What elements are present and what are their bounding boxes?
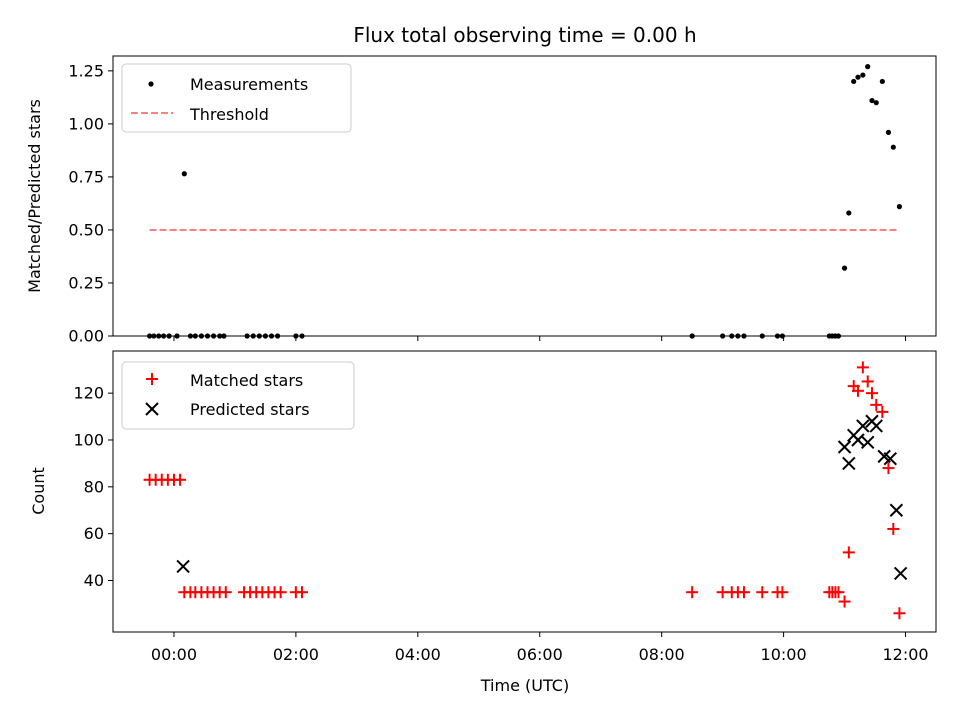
y-tick-label: 1.00 xyxy=(68,114,104,133)
y-tick-label: 100 xyxy=(73,430,104,449)
y-tick-label: 0.75 xyxy=(68,167,104,186)
matched-point xyxy=(832,586,845,599)
predicted-point xyxy=(856,419,870,433)
matched-point xyxy=(756,586,769,599)
predicted-point xyxy=(889,503,904,517)
matched-point xyxy=(882,462,895,475)
legend-marker-predicted xyxy=(145,402,159,416)
legend-label-matched: Matched stars xyxy=(190,371,303,390)
measurement-point xyxy=(896,204,903,210)
x-tick-label: 04:00 xyxy=(395,645,441,664)
matched-point xyxy=(851,384,864,397)
predicted-point xyxy=(851,433,865,447)
panel-flux-ratio: Flux total observing time = 0.00 h Match… xyxy=(25,23,937,346)
matched-point xyxy=(861,375,874,388)
legend-label-predicted: Predicted stars xyxy=(190,400,310,419)
y-axis-label-ratio: Matched/Predicted stars xyxy=(25,99,44,293)
predicted-stars-series xyxy=(176,414,908,581)
y-tick-label: 0.00 xyxy=(68,327,104,346)
legend-marker-measurements xyxy=(148,81,154,87)
measurement-point xyxy=(860,72,866,78)
plot-frame-bottom xyxy=(112,350,937,633)
legend-bottom: Matched stars Predicted stars xyxy=(121,361,355,430)
matched-point xyxy=(842,546,855,559)
measurement-point xyxy=(890,144,896,150)
y-tick-label: 1.25 xyxy=(68,61,104,80)
measurement-point xyxy=(885,129,892,135)
matched-point xyxy=(295,586,308,599)
matched-point xyxy=(865,387,878,400)
predicted-point xyxy=(869,419,883,433)
y-tick-label: 120 xyxy=(73,384,104,403)
measurement-point xyxy=(181,171,187,177)
matched-point xyxy=(838,595,851,608)
y-tick-label: 60 xyxy=(84,524,104,543)
matched-point xyxy=(274,586,287,599)
legend-top: Measurements Threshold xyxy=(121,63,352,133)
matched-point xyxy=(856,361,869,374)
matched-point xyxy=(686,586,699,599)
y-axis-ticks-ratio: 0.00 0.25 0.50 0.75 1.00 1.25 xyxy=(68,61,113,346)
y-tick-label: 0.50 xyxy=(68,220,104,239)
x-axis-ticks-time: 00:00 02:00 04:00 06:00 08:00 10:00 12:00 xyxy=(151,632,929,664)
matched-stars-series xyxy=(143,361,906,620)
y-tick-label: 40 xyxy=(84,571,104,590)
legend-box-bottom xyxy=(121,361,355,430)
measurement-point xyxy=(855,74,861,80)
matched-point xyxy=(737,586,750,599)
x-tick-label: 10:00 xyxy=(761,645,807,664)
matched-point xyxy=(219,586,232,599)
measurement-point xyxy=(841,265,848,271)
plot-frame-top xyxy=(112,55,937,337)
predicted-point xyxy=(837,440,852,454)
legend-box-top xyxy=(121,63,352,133)
x-tick-label: 06:00 xyxy=(517,645,563,664)
x-axis-ticks-top xyxy=(173,336,907,341)
predicted-point xyxy=(842,456,856,471)
legend-label-threshold: Threshold xyxy=(189,105,269,124)
matched-point xyxy=(776,586,789,599)
measurement-point xyxy=(865,64,871,70)
measurement-point xyxy=(869,97,875,104)
predicted-point xyxy=(893,566,908,581)
x-tick-label: 02:00 xyxy=(273,645,319,664)
y-tick-label: 0.25 xyxy=(68,273,104,292)
x-tick-label: 00:00 xyxy=(151,645,197,664)
x-axis-label-time: Time (UTC) xyxy=(480,676,569,695)
legend-marker-matched xyxy=(146,373,158,385)
predicted-point xyxy=(176,559,190,574)
predicted-point xyxy=(883,452,897,466)
x-tick-label: 08:00 xyxy=(639,645,685,664)
y-axis-label-count: Count xyxy=(29,467,48,515)
measurement-point xyxy=(879,78,885,85)
panel-star-counts: Count Time (UTC) 40 60 80 100 120 00:00 02:00… xyxy=(29,350,937,695)
measurement-point xyxy=(846,210,852,216)
matched-point xyxy=(876,405,889,418)
legend-label-measurements: Measurements xyxy=(190,75,308,94)
chart-title: Flux total observing time = 0.00 h xyxy=(353,23,696,47)
y-tick-label: 80 xyxy=(84,477,104,496)
y-axis-ticks-count: 40 60 80 100 120 xyxy=(73,384,113,590)
matched-point xyxy=(174,473,187,486)
matched-point xyxy=(893,607,906,620)
measurement-point xyxy=(851,78,857,85)
predicted-point xyxy=(861,435,875,450)
x-tick-label: 12:00 xyxy=(882,645,928,664)
measurement-point xyxy=(873,100,879,106)
matched-point xyxy=(870,398,883,411)
matched-point xyxy=(887,522,900,535)
